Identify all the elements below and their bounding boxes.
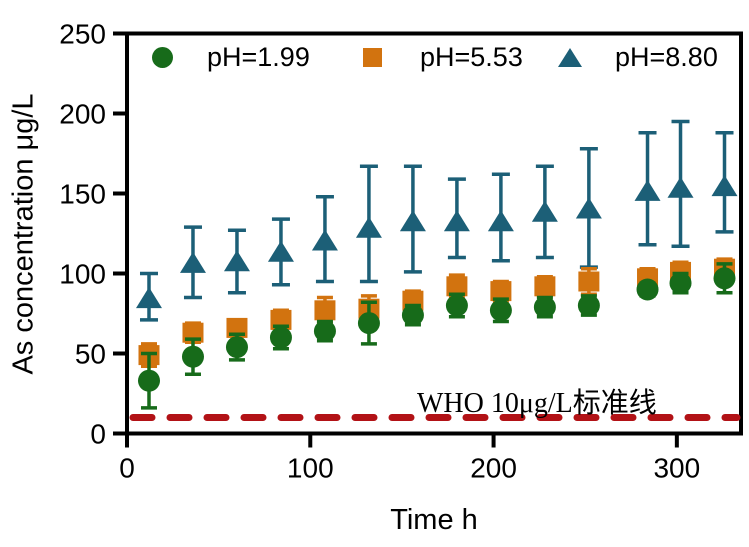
y-axis-label: As concentration μg/L (7, 93, 40, 375)
svg-text:100: 100 (287, 453, 334, 484)
svg-text:100: 100 (59, 259, 106, 290)
svg-text:150: 150 (59, 179, 106, 210)
legend-item-ph-1-99: pH=1.99 (152, 42, 310, 72)
svg-text:200: 200 (59, 99, 106, 130)
x-axis-label: Time h (390, 504, 478, 536)
svg-text:0: 0 (119, 453, 135, 484)
svg-text:0: 0 (90, 419, 106, 450)
legend-item-ph-5-53: pH=5.53 (363, 42, 523, 72)
legend-label: pH=1.99 (207, 41, 310, 72)
svg-text:200: 200 (470, 453, 517, 484)
svg-text:300: 300 (653, 453, 700, 484)
reference-line-annotation: WHO 10μg/L标准线 (417, 388, 657, 419)
square-marker-icon (363, 47, 382, 67)
legend-label: pH=5.53 (420, 41, 523, 72)
legend-label: pH=8.80 (615, 41, 718, 72)
svg-text:50: 50 (75, 339, 106, 370)
triangle-marker-icon (558, 47, 582, 67)
legend-item-ph-8-80: pH=8.80 (558, 42, 718, 72)
svg-text:250: 250 (59, 19, 106, 50)
circle-marker-icon (152, 46, 173, 68)
